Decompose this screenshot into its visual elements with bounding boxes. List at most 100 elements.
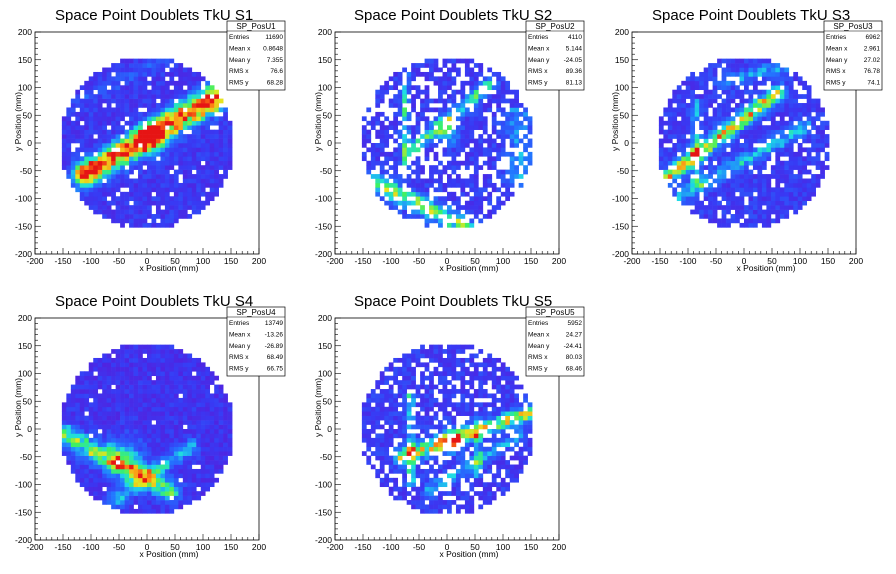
heatmap-bin	[115, 94, 121, 99]
heatmap-bin	[487, 143, 493, 148]
heatmap-bin	[111, 406, 116, 412]
heatmap-bin	[147, 500, 152, 505]
heatmap-bin	[447, 178, 452, 184]
heatmap-bin	[173, 120, 179, 126]
heatmap-bin	[66, 147, 72, 153]
heatmap-bin	[133, 397, 139, 403]
heatmap-bin	[757, 134, 763, 139]
heatmap-bin	[79, 442, 85, 448]
heatmap-bin	[708, 200, 713, 206]
heatmap-bin	[227, 420, 233, 425]
heatmap-bin	[366, 446, 372, 452]
heatmap-bin	[196, 384, 202, 390]
heatmap-bin	[84, 196, 90, 202]
heatmap-bin	[129, 209, 134, 215]
heatmap-bin	[748, 125, 754, 130]
heatmap-bin	[115, 375, 121, 381]
heatmap-bin	[415, 187, 421, 193]
heatmap-bin	[196, 205, 202, 210]
heatmap-bin	[155, 205, 161, 210]
heatmap-bin	[138, 209, 143, 215]
heatmap-bin	[375, 415, 381, 421]
heatmap-bin	[694, 85, 700, 91]
heatmap-bin	[726, 125, 731, 130]
heatmap-bin	[420, 446, 425, 452]
heatmap-bin	[406, 89, 412, 95]
heatmap-bin	[806, 138, 812, 144]
stats-row-label: RMS y	[229, 80, 249, 87]
heatmap-bin	[142, 477, 148, 483]
heatmap-bin	[469, 187, 475, 193]
heatmap-bin	[447, 415, 452, 421]
heatmap-bin	[106, 71, 112, 77]
heatmap-bin	[111, 393, 116, 399]
heatmap-bin	[411, 107, 416, 113]
heatmap-bin	[770, 125, 776, 130]
heatmap-bin	[111, 209, 116, 215]
heatmap-bin	[205, 147, 211, 153]
heatmap-bin	[160, 214, 166, 219]
heatmap-bin	[717, 218, 722, 224]
heatmap-bin	[815, 107, 821, 113]
heatmap-bin	[196, 429, 202, 434]
heatmap-bin	[151, 222, 157, 228]
heatmap-bin	[102, 473, 107, 479]
heatmap-bin	[703, 178, 709, 184]
heatmap-bin	[178, 468, 184, 474]
heatmap-bin	[214, 415, 219, 421]
heatmap-bin	[169, 125, 175, 130]
heatmap-bin	[411, 200, 416, 206]
heatmap-bin	[491, 209, 497, 215]
heatmap-bin	[779, 196, 785, 202]
heatmap-bin	[469, 178, 475, 184]
heatmap-bin	[420, 349, 425, 354]
heatmap-bin	[469, 116, 475, 122]
heatmap-bin	[138, 138, 143, 144]
heatmap-bin	[115, 349, 121, 354]
heatmap-bin	[442, 393, 448, 399]
heatmap-bin	[138, 508, 143, 514]
heatmap-bin	[147, 143, 152, 148]
heatmap-bin	[685, 143, 691, 148]
heatmap-bin	[739, 107, 745, 113]
heatmap-bin	[93, 486, 99, 492]
heatmap-bin	[84, 156, 90, 162]
heatmap-bin	[93, 138, 99, 144]
heatmap-bin	[420, 205, 425, 210]
heatmap-bin	[88, 151, 94, 157]
x-tick-label: 100	[496, 256, 510, 266]
heatmap-bin	[672, 89, 678, 95]
heatmap-bin	[142, 200, 148, 206]
heatmap-bin	[438, 120, 443, 126]
heatmap-bin	[451, 473, 457, 479]
heatmap-bin	[411, 138, 416, 144]
heatmap-bin	[411, 504, 416, 510]
y-tick-label: -100	[315, 194, 332, 204]
heatmap-bin	[770, 103, 776, 108]
heatmap-bin	[415, 116, 421, 122]
heatmap-bin	[205, 455, 211, 461]
heatmap-bin	[75, 182, 81, 188]
heatmap-bin	[178, 165, 184, 170]
heatmap-bin	[366, 411, 372, 416]
heatmap-bin	[420, 442, 425, 448]
heatmap-bin	[151, 156, 157, 162]
heatmap-bin	[138, 455, 143, 461]
heatmap-bin	[182, 500, 188, 505]
heatmap-bin	[766, 196, 772, 202]
heatmap-bin	[124, 424, 130, 430]
heatmap-bin	[748, 107, 754, 113]
heatmap-bin	[187, 80, 193, 86]
heatmap-bin	[187, 196, 193, 202]
heatmap-bin	[793, 125, 799, 130]
heatmap-bin	[79, 380, 85, 385]
heatmap-bin	[178, 486, 184, 492]
heatmap-bin	[379, 178, 385, 184]
heatmap-bin	[824, 120, 830, 126]
heatmap-bin	[779, 125, 785, 130]
heatmap-bin	[151, 344, 157, 350]
heatmap-bin	[370, 147, 376, 153]
heatmap-bin	[717, 103, 722, 108]
heatmap-bin	[424, 424, 430, 430]
heatmap-bin	[147, 160, 152, 166]
